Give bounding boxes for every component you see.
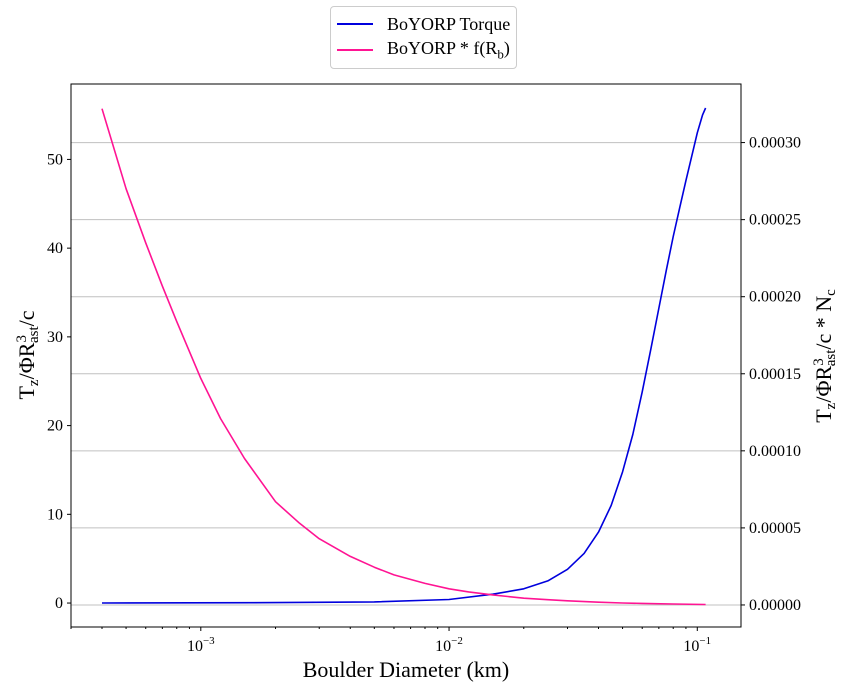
x-tick-label: 10−2 bbox=[435, 635, 463, 655]
right-y-tick-label: 0.00005 bbox=[749, 520, 801, 537]
legend: BoYORP Torque BoYORP * f(Rb) bbox=[330, 6, 517, 69]
series-line-1 bbox=[101, 108, 706, 606]
right-y-tick-label: 0.00010 bbox=[749, 443, 801, 460]
left-y-label-main: T bbox=[14, 386, 39, 400]
x-tick-label: 10−1 bbox=[683, 635, 711, 655]
right-y-label-sup: 3 bbox=[811, 358, 827, 366]
plot-frame bbox=[70, 83, 742, 628]
legend-label-scaled: BoYORP * f(Rb) bbox=[387, 38, 510, 63]
right-y-label-mid: /ΦR bbox=[811, 365, 836, 402]
right-y-tick-label: 0.00020 bbox=[749, 289, 801, 306]
left-y-tick-label: 40 bbox=[47, 240, 63, 257]
left-y-tick-label: 50 bbox=[47, 151, 63, 168]
x-axis-ticks: 10−3 10−2 10−1 bbox=[70, 627, 711, 655]
left-y-tick-label: 30 bbox=[47, 329, 63, 346]
left-y-tick-label: 20 bbox=[47, 418, 63, 435]
left-y-axis-label: Tz/ΦR3ast/c bbox=[14, 310, 42, 399]
right-y-label-sub2: ast bbox=[823, 349, 839, 366]
left-y-label-mid: /ΦR bbox=[14, 342, 39, 379]
legend-label-scaled-tail: ) bbox=[503, 37, 510, 58]
x-tick-exponent: −2 bbox=[451, 635, 463, 647]
legend-label-torque: BoYORP Torque bbox=[387, 13, 511, 34]
x-tick-base: 10 bbox=[187, 638, 203, 655]
left-y-tick-label: 0 bbox=[55, 595, 63, 612]
left-y-label-sub1: z bbox=[26, 379, 42, 386]
left-y-axis-ticks: 0 10 20 30 40 50 bbox=[47, 151, 71, 612]
right-y-label-main: T bbox=[811, 409, 836, 423]
x-tick-label: 10−3 bbox=[187, 635, 215, 655]
right-y-tick-label: 0.00000 bbox=[749, 597, 801, 614]
x-axis-label: Boulder Diameter (km) bbox=[303, 657, 510, 682]
right-y-label-tail: /c * N bbox=[811, 296, 836, 350]
right-y-label-sub1: z bbox=[823, 402, 839, 409]
right-y-axis-ticks: 0.00000 0.00005 0.00010 0.00015 0.00020 0.000… bbox=[741, 135, 801, 614]
left-y-label-sup: 3 bbox=[14, 335, 30, 343]
legend-label-scaled-main: BoYORP * f(R bbox=[387, 37, 498, 58]
right-y-tick-label: 0.00025 bbox=[749, 212, 801, 229]
right-y-axis-label: Tz/ΦR3ast/c * Nc bbox=[811, 289, 839, 423]
legend-swatch-scaled bbox=[337, 49, 373, 51]
left-y-label-sub2: ast bbox=[26, 326, 42, 343]
right-y-tick-label: 0.00015 bbox=[749, 366, 801, 383]
series-lines bbox=[101, 107, 707, 606]
right-y-tick-label: 0.00030 bbox=[749, 135, 801, 152]
legend-item-scaled: BoYORP * f(Rb) bbox=[331, 38, 510, 63]
right-y-label-sub3: c bbox=[823, 289, 839, 296]
legend-label-scaled-sub: b bbox=[497, 46, 504, 62]
left-y-label-tail: /c bbox=[14, 310, 39, 326]
legend-item-torque: BoYORP Torque bbox=[331, 13, 510, 35]
x-tick-base: 10 bbox=[683, 638, 699, 655]
left-y-tick-label: 10 bbox=[47, 506, 63, 523]
grid-lines bbox=[71, 142, 741, 606]
series-line-0 bbox=[101, 107, 707, 604]
legend-swatch-torque bbox=[337, 23, 373, 25]
x-tick-exponent: −3 bbox=[203, 635, 215, 647]
x-tick-base: 10 bbox=[435, 638, 451, 655]
x-tick-exponent: −1 bbox=[699, 635, 711, 647]
